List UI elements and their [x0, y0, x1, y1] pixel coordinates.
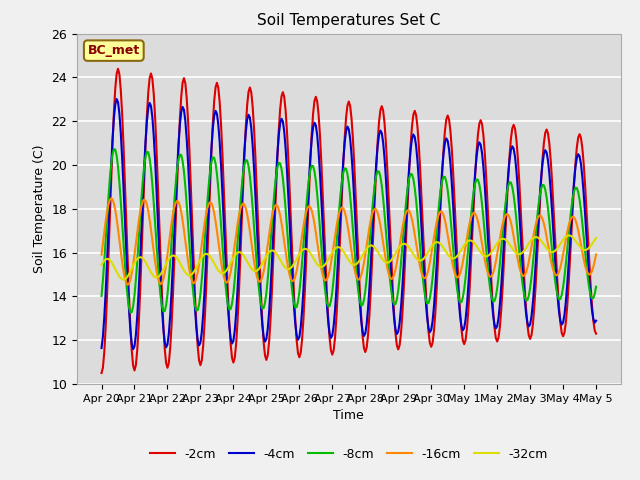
-4cm: [111, 102, 119, 108]
-4cm: [410, 132, 417, 137]
-8cm: [410, 176, 417, 182]
-2cm: [114, 66, 122, 72]
-16cm: [193, 276, 200, 281]
-16cm: [108, 195, 115, 201]
-2cm: [408, 123, 416, 129]
Line: -8cm: -8cm: [102, 149, 596, 312]
-8cm: [98, 293, 106, 299]
-16cm: [124, 282, 131, 288]
-16cm: [98, 252, 106, 257]
-8cm: [592, 284, 600, 289]
-8cm: [110, 146, 118, 152]
-32cm: [533, 234, 541, 240]
-8cm: [382, 228, 390, 233]
-32cm: [564, 232, 572, 238]
-4cm: [129, 347, 137, 352]
-16cm: [399, 225, 406, 231]
-16cm: [382, 258, 390, 264]
-32cm: [191, 267, 199, 273]
-4cm: [592, 318, 600, 324]
-32cm: [592, 235, 600, 241]
-4cm: [113, 96, 120, 102]
-4cm: [534, 216, 542, 221]
-16cm: [113, 216, 120, 222]
-4cm: [399, 284, 406, 290]
Legend: -2cm, -4cm, -8cm, -16cm, -32cm: -2cm, -4cm, -8cm, -16cm, -32cm: [145, 443, 553, 466]
Line: -32cm: -32cm: [102, 235, 596, 280]
-32cm: [381, 259, 388, 264]
-8cm: [534, 204, 542, 209]
Line: -16cm: -16cm: [102, 198, 596, 285]
-16cm: [534, 214, 542, 219]
-32cm: [120, 277, 127, 283]
-2cm: [98, 370, 106, 376]
Y-axis label: Soil Temperature (C): Soil Temperature (C): [33, 144, 45, 273]
X-axis label: Time: Time: [333, 409, 364, 422]
-16cm: [592, 252, 600, 257]
-8cm: [113, 153, 120, 158]
-8cm: [193, 308, 200, 313]
-32cm: [408, 249, 416, 255]
Line: -2cm: -2cm: [102, 69, 596, 373]
-2cm: [533, 257, 541, 263]
-16cm: [410, 223, 417, 229]
-4cm: [382, 176, 390, 181]
-2cm: [111, 86, 119, 92]
-2cm: [191, 291, 199, 297]
-32cm: [397, 242, 405, 248]
Line: -4cm: -4cm: [102, 99, 596, 349]
-4cm: [98, 345, 106, 351]
-32cm: [98, 262, 106, 268]
Text: BC_met: BC_met: [88, 44, 140, 57]
-2cm: [397, 330, 405, 336]
-4cm: [193, 324, 200, 330]
-2cm: [381, 120, 388, 126]
Title: Soil Temperatures Set C: Soil Temperatures Set C: [257, 13, 440, 28]
-32cm: [111, 266, 119, 272]
-8cm: [399, 243, 406, 249]
-2cm: [592, 331, 600, 336]
-8cm: [127, 310, 134, 315]
